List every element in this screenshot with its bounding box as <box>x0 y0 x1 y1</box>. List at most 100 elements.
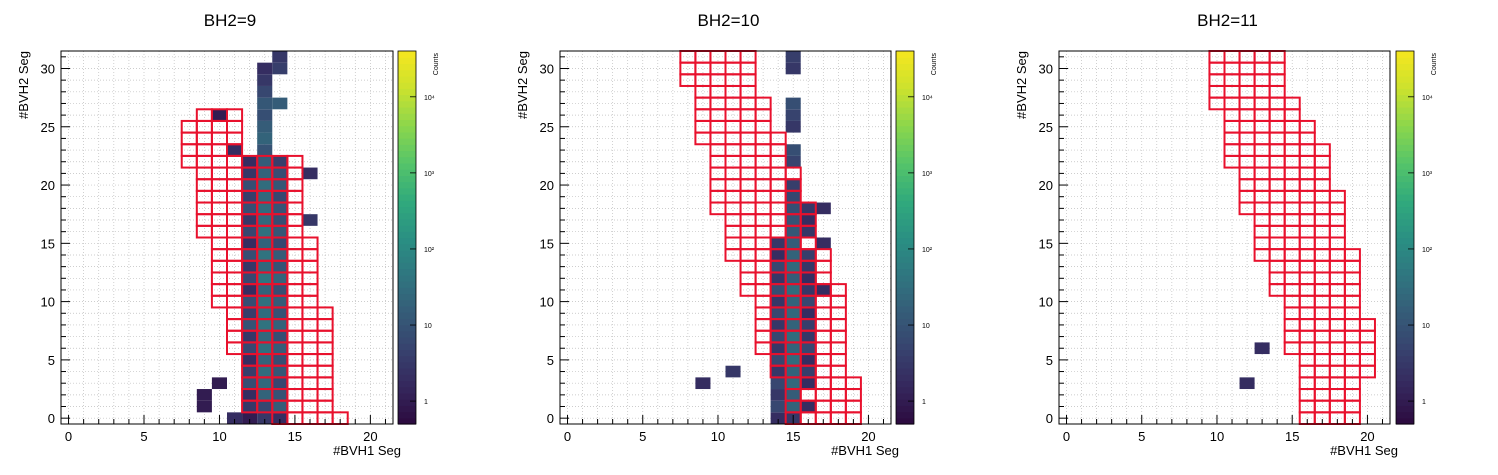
colorbar-step <box>1396 113 1414 120</box>
heatmap-cell <box>770 249 786 261</box>
heatmap-cell <box>257 62 273 75</box>
colorbar-step <box>1396 212 1414 220</box>
heatmap-cell <box>302 214 318 226</box>
cut-bin <box>1283 96 1301 111</box>
heatmap-cell <box>770 260 786 273</box>
colorbar-tick-label: 10⁴ <box>1422 95 1433 102</box>
heatmap-cell <box>272 202 288 215</box>
heatmap-cell <box>725 365 741 378</box>
heatmap-cell <box>272 62 288 75</box>
colorbar-step <box>398 318 416 326</box>
heatmap-cell <box>785 214 801 226</box>
heatmap-cell <box>785 51 801 63</box>
colorbar-step <box>896 169 914 176</box>
colorbar-step <box>896 193 914 201</box>
cut-bin <box>1253 213 1271 227</box>
colorbar-step <box>896 187 914 195</box>
colorbar: 1 10 10² 10³ 10⁴ Counts <box>397 50 440 425</box>
colorbar-step <box>896 237 914 245</box>
axis-ticks <box>560 56 884 424</box>
heatmap-cell <box>800 295 816 308</box>
x-tick-label: 0 <box>1063 429 1070 444</box>
colorbar-step <box>1396 355 1414 363</box>
colorbar-frame <box>895 50 915 425</box>
heatmap-cell <box>257 330 273 343</box>
cut-bin <box>226 108 244 122</box>
colorbar-step <box>896 57 914 65</box>
tick-labels: 0 5 10 15 20 0 5 10 15 20 25 30 <box>1039 61 1375 444</box>
heatmap-cell <box>242 365 258 378</box>
colorbar-step <box>896 411 914 419</box>
colorbar-step <box>398 399 416 406</box>
colorbar-step <box>1396 206 1414 214</box>
chart-title: BH2=10 <box>698 11 760 30</box>
heatmap-cell <box>800 260 816 273</box>
colorbar-step <box>1396 82 1414 89</box>
heatmap-cell <box>272 214 288 226</box>
cut-bin <box>301 236 319 251</box>
colorbar-step <box>896 399 914 406</box>
heatmap-cell <box>770 307 786 320</box>
y-tick-label: 15 <box>540 236 554 251</box>
cut-bin <box>1283 248 1301 262</box>
heatmap-cell <box>770 237 786 250</box>
y-tick-label: 30 <box>41 61 55 76</box>
x-tick-label: 10 <box>711 429 725 444</box>
heatmap-cell <box>785 284 801 296</box>
colorbar-step <box>398 336 416 344</box>
heatmap-cell <box>785 330 801 343</box>
heatmap-cell <box>242 342 258 355</box>
heatmap-cell <box>770 412 786 424</box>
y-axis-label: #BVH2 Seg <box>16 51 31 119</box>
heatmap-cell <box>800 307 816 320</box>
colorbar-step <box>1396 287 1414 295</box>
heatmap-cell <box>272 272 288 285</box>
y-tick-label: 20 <box>41 178 55 193</box>
colorbar-step <box>398 69 416 77</box>
colorbar-step <box>398 88 416 96</box>
heatmap-cell <box>272 179 288 191</box>
colorbar-step <box>398 237 416 245</box>
cut-bin <box>1298 213 1316 227</box>
colorbar-tick-label: 10 <box>922 323 930 330</box>
colorbar: 1 10 10² 10³ 10⁴ Counts <box>1395 50 1438 425</box>
colorbar-step <box>896 305 914 313</box>
colorbar-step <box>1396 392 1414 400</box>
heatmap-cell <box>785 365 801 378</box>
y-tick-label: 0 <box>1046 411 1053 426</box>
colorbar-step <box>398 100 416 108</box>
colorbar-step <box>1396 150 1414 158</box>
y-tick-label: 20 <box>1039 178 1053 193</box>
chart-title: BH2=11 <box>1197 11 1258 30</box>
heatmap-cell <box>242 155 258 168</box>
cut-bin <box>286 154 304 169</box>
colorbar-step <box>1396 343 1414 350</box>
heatmap-cell <box>800 330 816 343</box>
heatmap-cell <box>272 190 288 203</box>
colorbar-step <box>398 150 416 158</box>
heatmap-cell <box>302 167 318 180</box>
heatmap-cell <box>785 342 801 355</box>
colorbar-step <box>896 144 914 152</box>
heatmap-cell <box>257 74 273 86</box>
colorbar-step <box>398 299 416 307</box>
colorbar-step <box>896 324 914 332</box>
colorbar-step <box>896 355 914 363</box>
cut-bin <box>1328 189 1346 204</box>
cut-bin <box>844 376 862 391</box>
cut-bin <box>1313 143 1331 157</box>
colorbar-step <box>398 281 416 288</box>
colorbar-step <box>896 368 914 375</box>
cut-bin <box>1268 213 1286 227</box>
colorbar-step <box>1396 63 1414 71</box>
cut-bin <box>1343 248 1361 262</box>
plot-frame <box>559 50 892 425</box>
colorbar-step <box>896 150 914 158</box>
heatmap-cell <box>785 400 801 413</box>
x-tick-label: 20 <box>363 429 377 444</box>
colorbar-tick-label: 10² <box>424 247 435 254</box>
colorbar-step <box>1396 399 1414 406</box>
colorbar-step <box>1396 57 1414 65</box>
colorbar-step <box>398 305 416 313</box>
colorbar-step <box>1396 218 1414 226</box>
